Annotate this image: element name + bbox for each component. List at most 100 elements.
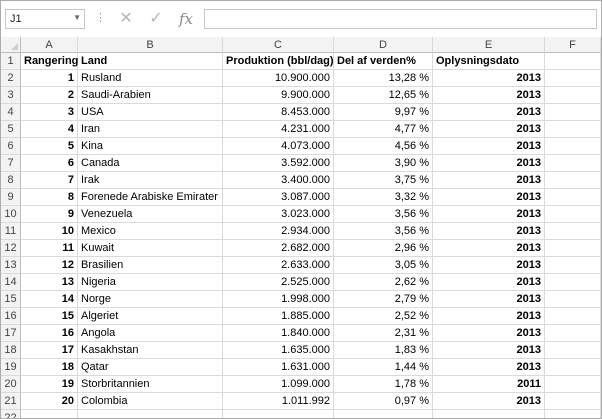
- cell[interactable]: 1.998.000: [223, 291, 334, 308]
- chevron-down-icon[interactable]: ▼: [73, 13, 81, 22]
- cell[interactable]: Saudi-Arabien: [78, 87, 223, 104]
- cell[interactable]: 19: [21, 376, 78, 393]
- row-header[interactable]: 21: [1, 393, 21, 410]
- cell[interactable]: 2.633.000: [223, 257, 334, 274]
- row-header[interactable]: 12: [1, 240, 21, 257]
- cell[interactable]: [545, 325, 601, 342]
- cell[interactable]: Norge: [78, 291, 223, 308]
- cancel-x-icon[interactable]: ✕: [119, 10, 133, 27]
- cell[interactable]: 1: [21, 70, 78, 87]
- cell[interactable]: 2013: [433, 274, 545, 291]
- cell[interactable]: 7: [21, 172, 78, 189]
- cell[interactable]: 2,62 %: [334, 274, 433, 291]
- cell[interactable]: [545, 308, 601, 325]
- row-header[interactable]: 17: [1, 325, 21, 342]
- cell[interactable]: 12: [21, 257, 78, 274]
- cell[interactable]: 2013: [433, 87, 545, 104]
- cell[interactable]: 2013: [433, 172, 545, 189]
- cell[interactable]: 2013: [433, 291, 545, 308]
- cell[interactable]: 3,56 %: [334, 223, 433, 240]
- cell[interactable]: 1,78 %: [334, 376, 433, 393]
- cell[interactable]: 2.682.000: [223, 240, 334, 257]
- row-header[interactable]: 7: [1, 155, 21, 172]
- cell[interactable]: 2011: [433, 376, 545, 393]
- cell[interactable]: 1.635.000: [223, 342, 334, 359]
- cell[interactable]: [334, 410, 433, 418]
- cell[interactable]: Iran: [78, 121, 223, 138]
- cell[interactable]: [545, 359, 601, 376]
- cell[interactable]: 2013: [433, 359, 545, 376]
- column-header-c[interactable]: C: [223, 37, 334, 53]
- drag-handle-icon[interactable]: ⋮: [95, 12, 106, 24]
- cell[interactable]: 3.087.000: [223, 189, 334, 206]
- cell[interactable]: Nigeria: [78, 274, 223, 291]
- cell[interactable]: Angola: [78, 325, 223, 342]
- cell[interactable]: 2013: [433, 121, 545, 138]
- cell[interactable]: 2,79 %: [334, 291, 433, 308]
- row-header[interactable]: 9: [1, 189, 21, 206]
- cell[interactable]: 2013: [433, 138, 545, 155]
- cell[interactable]: 3.400.000: [223, 172, 334, 189]
- header-cell[interactable]: Land: [78, 53, 223, 70]
- cell[interactable]: 2013: [433, 325, 545, 342]
- cell[interactable]: 2,96 %: [334, 240, 433, 257]
- cell[interactable]: 2013: [433, 393, 545, 410]
- cell[interactable]: [545, 121, 601, 138]
- cell[interactable]: [545, 104, 601, 121]
- cell[interactable]: [545, 393, 601, 410]
- cell[interactable]: 2.934.000: [223, 223, 334, 240]
- cell[interactable]: [545, 257, 601, 274]
- cell[interactable]: [545, 274, 601, 291]
- row-header[interactable]: 18: [1, 342, 21, 359]
- cell[interactable]: 5: [21, 138, 78, 155]
- cell[interactable]: Canada: [78, 155, 223, 172]
- cell[interactable]: [545, 53, 601, 70]
- cell[interactable]: 2,31 %: [334, 325, 433, 342]
- formula-input[interactable]: [204, 9, 597, 29]
- cell-grid[interactable]: A B C D E F 1 Rangering Land Produktion (bbl/dag)…: [1, 37, 601, 418]
- cell[interactable]: 1.840.000: [223, 325, 334, 342]
- row-header[interactable]: 13: [1, 257, 21, 274]
- fx-icon[interactable]: fx: [178, 10, 193, 28]
- select-all-corner[interactable]: [1, 37, 21, 53]
- cell[interactable]: 10.900.000: [223, 70, 334, 87]
- cell[interactable]: 12,65 %: [334, 87, 433, 104]
- cell[interactable]: [545, 376, 601, 393]
- cell[interactable]: 8.453.000: [223, 104, 334, 121]
- cell[interactable]: 6: [21, 155, 78, 172]
- row-header[interactable]: 11: [1, 223, 21, 240]
- cell[interactable]: 4.073.000: [223, 138, 334, 155]
- row-header[interactable]: 10: [1, 206, 21, 223]
- cell[interactable]: [78, 410, 223, 418]
- cell[interactable]: 1,83 %: [334, 342, 433, 359]
- cell[interactable]: 15: [21, 308, 78, 325]
- cell[interactable]: 9: [21, 206, 78, 223]
- cell[interactable]: 3: [21, 104, 78, 121]
- cell[interactable]: 2013: [433, 189, 545, 206]
- cell[interactable]: 1.631.000: [223, 359, 334, 376]
- cell[interactable]: Storbritannien: [78, 376, 223, 393]
- cell[interactable]: 1,44 %: [334, 359, 433, 376]
- cell[interactable]: [545, 70, 601, 87]
- cell[interactable]: 3,90 %: [334, 155, 433, 172]
- row-header[interactable]: 16: [1, 308, 21, 325]
- cell[interactable]: [545, 240, 601, 257]
- row-header[interactable]: 20: [1, 376, 21, 393]
- cell[interactable]: Qatar: [78, 359, 223, 376]
- cell[interactable]: 16: [21, 325, 78, 342]
- row-header[interactable]: 3: [1, 87, 21, 104]
- cell[interactable]: 11: [21, 240, 78, 257]
- column-header-e[interactable]: E: [433, 37, 545, 53]
- cell[interactable]: Forenede Arabiske Emirater: [78, 189, 223, 206]
- cell[interactable]: Rusland: [78, 70, 223, 87]
- cell[interactable]: 13,28 %: [334, 70, 433, 87]
- cell[interactable]: 3.023.000: [223, 206, 334, 223]
- row-header[interactable]: 2: [1, 70, 21, 87]
- cell[interactable]: 2013: [433, 257, 545, 274]
- cell[interactable]: 13: [21, 274, 78, 291]
- name-box[interactable]: J1 ▼: [5, 9, 85, 29]
- cell[interactable]: 8: [21, 189, 78, 206]
- column-header-f[interactable]: F: [545, 37, 601, 53]
- cell[interactable]: 10: [21, 223, 78, 240]
- cell[interactable]: 4: [21, 121, 78, 138]
